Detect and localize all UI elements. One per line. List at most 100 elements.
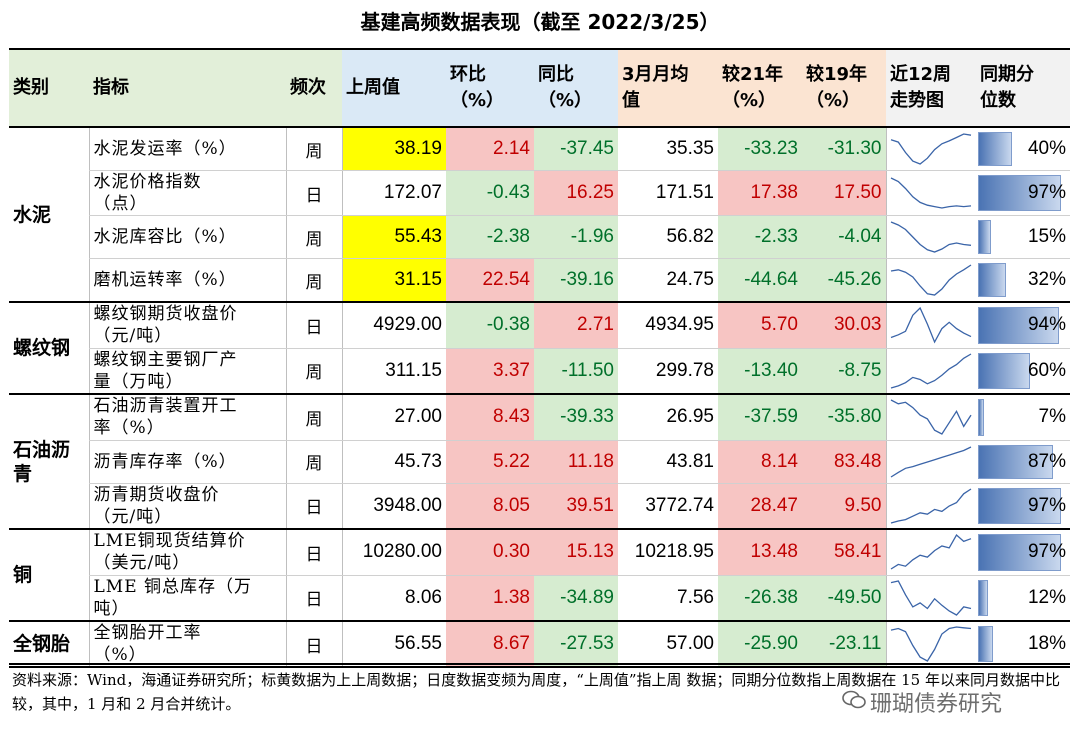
trend-sparkline-cell [885, 575, 976, 622]
sparkline [890, 626, 971, 662]
percentile-value: 94% [1027, 314, 1066, 336]
yoy-value: 15.13 [534, 529, 618, 576]
mom-value: 3.37 [446, 348, 534, 395]
mom-value: 2.14 [446, 127, 534, 171]
march-average-value: 171.51 [618, 170, 718, 216]
trend-sparkline-cell [885, 529, 976, 576]
percentile-value: 97% [1027, 182, 1066, 203]
percentile-value: 15% [1027, 226, 1066, 247]
last-week-value: 27.00 [342, 394, 446, 441]
percentile-cell: 60% [976, 348, 1070, 395]
percentile-cell: 97% [976, 529, 1070, 576]
mom-value: 8.43 [446, 394, 534, 441]
header-vs-2021: 较21年 （%） [718, 50, 802, 128]
percentile-bar [978, 132, 1013, 166]
percentile-bar [978, 534, 1062, 571]
percentile-bar [978, 487, 1062, 524]
vs-2021-value: 8.14 [718, 440, 802, 484]
percentile-bar [978, 307, 1059, 344]
sparkline-line [890, 353, 971, 389]
mom-value: 8.67 [446, 621, 534, 668]
march-average-value: 35.35 [618, 127, 718, 171]
header-march-average: 3月月均 值 [618, 50, 718, 128]
sparkline-line [890, 445, 971, 478]
mom-value: -2.38 [446, 215, 534, 259]
header-frequency: 频次 [286, 50, 342, 128]
header-indicator: 指标 [89, 50, 286, 128]
sparkline [890, 353, 971, 389]
frequency-cell: 周 [285, 258, 343, 303]
sparkline [890, 264, 971, 296]
vs-2021-value: 17.38 [718, 170, 802, 216]
frequency-cell: 日 [285, 170, 343, 216]
mom-value: 0.30 [446, 529, 534, 576]
last-week-value: 8.06 [342, 575, 446, 622]
frequency-cell: 日 [285, 529, 343, 576]
table-title: 基建高频数据表现（截至 2022/3/25） [360, 10, 720, 34]
vs-2021-value: -33.23 [718, 127, 802, 171]
sparkline [890, 399, 972, 436]
header-row: 类别 指标 频次 上周值 环比 （%） 同比 （%） 3月月均 值 较21年 （… [9, 50, 1070, 128]
sparkline-line [890, 264, 971, 296]
percentile-bar [978, 352, 1030, 389]
trend-sparkline-cell [885, 215, 976, 259]
last-week-value: 55.43 [342, 215, 446, 259]
vs-2019-value: -45.26 [802, 258, 886, 303]
sparkline-line [890, 399, 972, 436]
sparkline [890, 133, 971, 165]
percentile-value: 12% [1027, 586, 1066, 608]
march-average-value: 43.81 [618, 440, 718, 484]
source-note: 资料来源：Wind，海通证券研究所；标黄数据为上上周数据；日度数据变频为周度，“… [12, 671, 1060, 713]
indicator-cell: 沥青库存率（%） [88, 440, 286, 484]
sparkline-line [890, 580, 971, 616]
percentile-value: 97% [1027, 494, 1066, 516]
yoy-value: -1.96 [534, 215, 618, 259]
sparkline [890, 445, 971, 478]
vs-2021-value: -13.40 [718, 348, 802, 395]
category-cell: 石油沥 青 [9, 394, 89, 530]
trend-sparkline-cell [885, 258, 976, 303]
top-rule [9, 48, 1070, 50]
table-row: 全钢胎 全钢胎开工率 （%）日 56.55 8.67 -27.53 57.00 -25.90… [9, 621, 1070, 668]
percentile-cell: 7% [976, 394, 1070, 441]
mom-value: -0.43 [446, 170, 534, 216]
table-row: 水泥价格指数 （点）日 172.07 -0.43 16.25 171.51 17.38 17… [9, 170, 1070, 216]
indicator-cell: 全钢胎开工率 （%） [88, 621, 286, 668]
sparkline [890, 488, 971, 524]
category-cell: 全钢胎 [9, 621, 89, 668]
percentile-cell: 18% [976, 621, 1070, 668]
header-trend: 近12周 走势图 [886, 50, 976, 128]
indicator-cell: 水泥价格指数 （点） [88, 170, 286, 216]
vs-2021-value: -25.90 [718, 621, 802, 668]
vs-2019-value: -35.80 [802, 394, 886, 441]
vs-2019-value: 30.03 [802, 302, 886, 349]
percentile-value: 18% [1027, 633, 1066, 654]
indicator-cell: 沥青期货收盘价 （元/吨） [88, 483, 286, 530]
vs-2021-value: -2.33 [718, 215, 802, 259]
vs-2019-value: -4.04 [802, 215, 886, 259]
category-cell: 螺纹钢 [9, 302, 89, 395]
percentile-value: 97% [1027, 541, 1066, 563]
yoy-value: -11.50 [534, 348, 618, 395]
mom-value: 1.38 [446, 575, 534, 622]
header-vs-2019: 较19年 （%） [802, 50, 886, 128]
table-row: 石油沥 青石油沥青装置开工 率（%）周 27.00 8.43 -39.33 26.95-… [9, 394, 1070, 530]
wechat-icon [842, 690, 866, 709]
vs-2021-value: -37.59 [718, 394, 802, 441]
vs-2021-value: -26.38 [718, 575, 802, 622]
march-average-value: 299.78 [618, 348, 718, 395]
indicator-cell: LME铜现货结算价 （美元/吨） [88, 529, 286, 576]
percentile-bar [978, 220, 991, 254]
frequency-cell: 日 [285, 483, 343, 530]
category-cell: 铜 [9, 529, 89, 622]
sparkline-line [890, 177, 971, 209]
table-row: LME 铜总库存（万 吨）日 8.06 1.38 -34.89 7.56 -26.38 -4… [9, 575, 1070, 622]
sparkline-line [890, 307, 971, 344]
indicator-cell: 水泥库容比（%） [88, 215, 286, 259]
table-row: 水泥库容比（%）周 55.43 -2.38 -1.96 56.82 -2.33 -4.04 1… [9, 215, 1070, 259]
sparkline [890, 580, 971, 616]
trend-sparkline-cell [885, 348, 976, 395]
yoy-value: 16.25 [534, 170, 618, 216]
table-row: 沥青期货收盘价 （元/吨）日 3948.00 8.05 39.51 3772.74 28.… [9, 483, 1070, 530]
table-row: 螺纹钢 螺纹钢期货收盘价 （元/吨）日 4929.00 -0.38 2.71 4934.9… [9, 302, 1070, 395]
